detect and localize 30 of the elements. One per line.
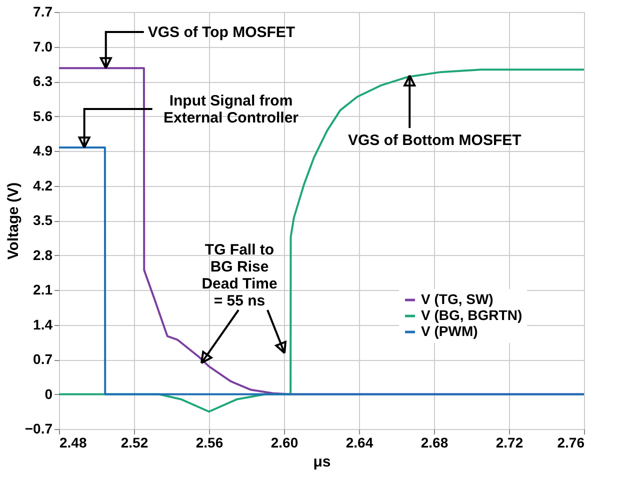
y-tick-label: 2.8 — [33, 246, 53, 263]
x-tick-label: 2.60 — [270, 434, 298, 450]
x-tick-label: 2.76 — [557, 434, 585, 450]
x-tick-label: 2.52 — [120, 434, 148, 450]
y-tick-label: 7.7 — [33, 4, 53, 20]
y-tick-label: 0.7 — [33, 351, 53, 367]
x-tick-label: 2.68 — [420, 434, 448, 450]
x-axis-title: μs — [313, 454, 331, 470]
legend-label: V (TG, SW) — [421, 291, 494, 307]
annotation: TG Fall to BG Rise Dead Time = 55 ns — [202, 242, 278, 310]
y-tick-label: 3.5 — [33, 212, 53, 228]
y-tick-label: 4.9 — [33, 142, 53, 158]
annotation: Input Signal from External Controller — [163, 92, 299, 126]
annotation: VGS of Top MOSFET — [148, 24, 296, 41]
y-tick-label: 6.3 — [33, 73, 53, 89]
x-tick-label: 2.56 — [196, 434, 224, 450]
y-tick-label: 2.1 — [33, 282, 53, 298]
y-tick-label: 1.4 — [33, 316, 53, 332]
y-tick-label: −0.7 — [24, 420, 53, 436]
x-tick-label: 2.72 — [496, 434, 524, 450]
y-tick-label: 4.2 — [33, 177, 53, 194]
annotation: VGS of Bottom MOSFET — [348, 132, 522, 149]
legend-label: V (BG, BGRTN) — [421, 307, 522, 323]
y-tick-label: 5.6 — [33, 108, 53, 124]
legend-label: V (PWM) — [421, 323, 478, 339]
y-tick-label: 7.0 — [33, 38, 53, 54]
y-axis-title: Voltage (V) — [4, 182, 22, 260]
x-tick-label: 2.48 — [60, 434, 87, 450]
x-tick-label: 2.64 — [346, 434, 374, 450]
y-tick-label: 0 — [44, 386, 53, 402]
